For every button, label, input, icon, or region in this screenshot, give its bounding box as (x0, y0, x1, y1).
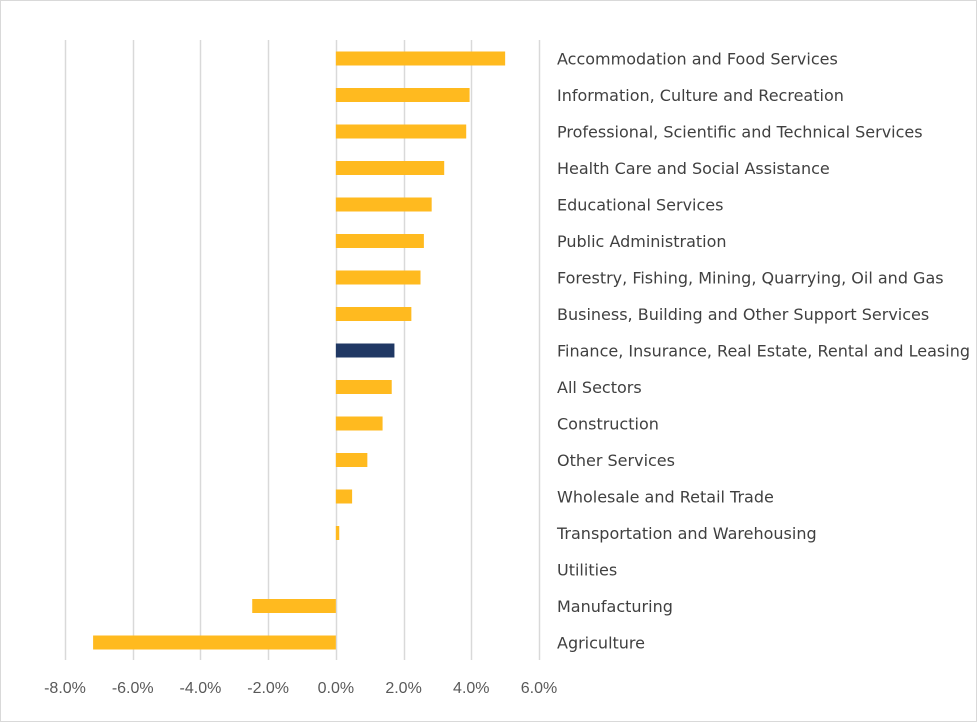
category-label: Manufacturing (557, 597, 673, 616)
x-tick-label: 0.0% (318, 680, 354, 697)
x-tick-label: 6.0% (521, 680, 557, 697)
category-label: Other Services (557, 451, 675, 470)
bar (335, 270, 421, 285)
x-tick-label: 2.0% (385, 680, 421, 697)
bar (335, 88, 470, 102)
x-tick-label: -4.0% (180, 680, 222, 697)
category-labels: Accommodation and Food Services Informati… (556, 50, 970, 653)
category-label: Transportation and Warehousing (556, 524, 817, 543)
x-tick-label: -6.0% (112, 680, 154, 697)
category-label: Construction (557, 415, 659, 434)
bar (335, 343, 395, 358)
bar (93, 635, 336, 650)
bar (335, 161, 445, 175)
bar (335, 197, 432, 212)
category-label: Accommodation and Food Services (557, 50, 838, 69)
bar (335, 489, 353, 504)
category-label: Forestry, Fishing, Mining, Quarrying, Oi… (557, 269, 944, 288)
x-axis-tick-labels: -8.0% -6.0% -4.0% -2.0% 0.0% 2.0% 4.0% 6.0% (44, 680, 557, 697)
category-label: Educational Services (557, 196, 723, 215)
x-tick-label: -2.0% (247, 680, 289, 697)
bar (252, 599, 336, 613)
category-label: Health Care and Social Assistance (557, 159, 830, 178)
x-tick-label: -8.0% (44, 680, 86, 697)
bar (335, 307, 412, 321)
x-tick-label: 4.0% (453, 680, 489, 697)
category-label: Finance, Insurance, Real Estate, Rental … (557, 342, 970, 361)
bar (335, 453, 368, 467)
gridlines (64, 40, 541, 660)
bar (335, 234, 424, 248)
category-label: Utilities (557, 561, 617, 580)
bar (335, 380, 392, 394)
bar (335, 51, 506, 66)
bar (335, 124, 467, 139)
category-label: Wholesale and Retail Trade (557, 488, 774, 507)
bars (93, 51, 506, 650)
category-label: Public Administration (557, 232, 727, 251)
category-label: Professional, Scientific and Technical S… (557, 123, 923, 142)
category-label: Agriculture (557, 634, 645, 653)
category-label: All Sectors (557, 378, 642, 397)
bar (335, 416, 383, 431)
bar (335, 526, 340, 540)
category-label: Information, Culture and Recreation (557, 86, 844, 105)
category-label: Business, Building and Other Support Ser… (557, 305, 929, 324)
